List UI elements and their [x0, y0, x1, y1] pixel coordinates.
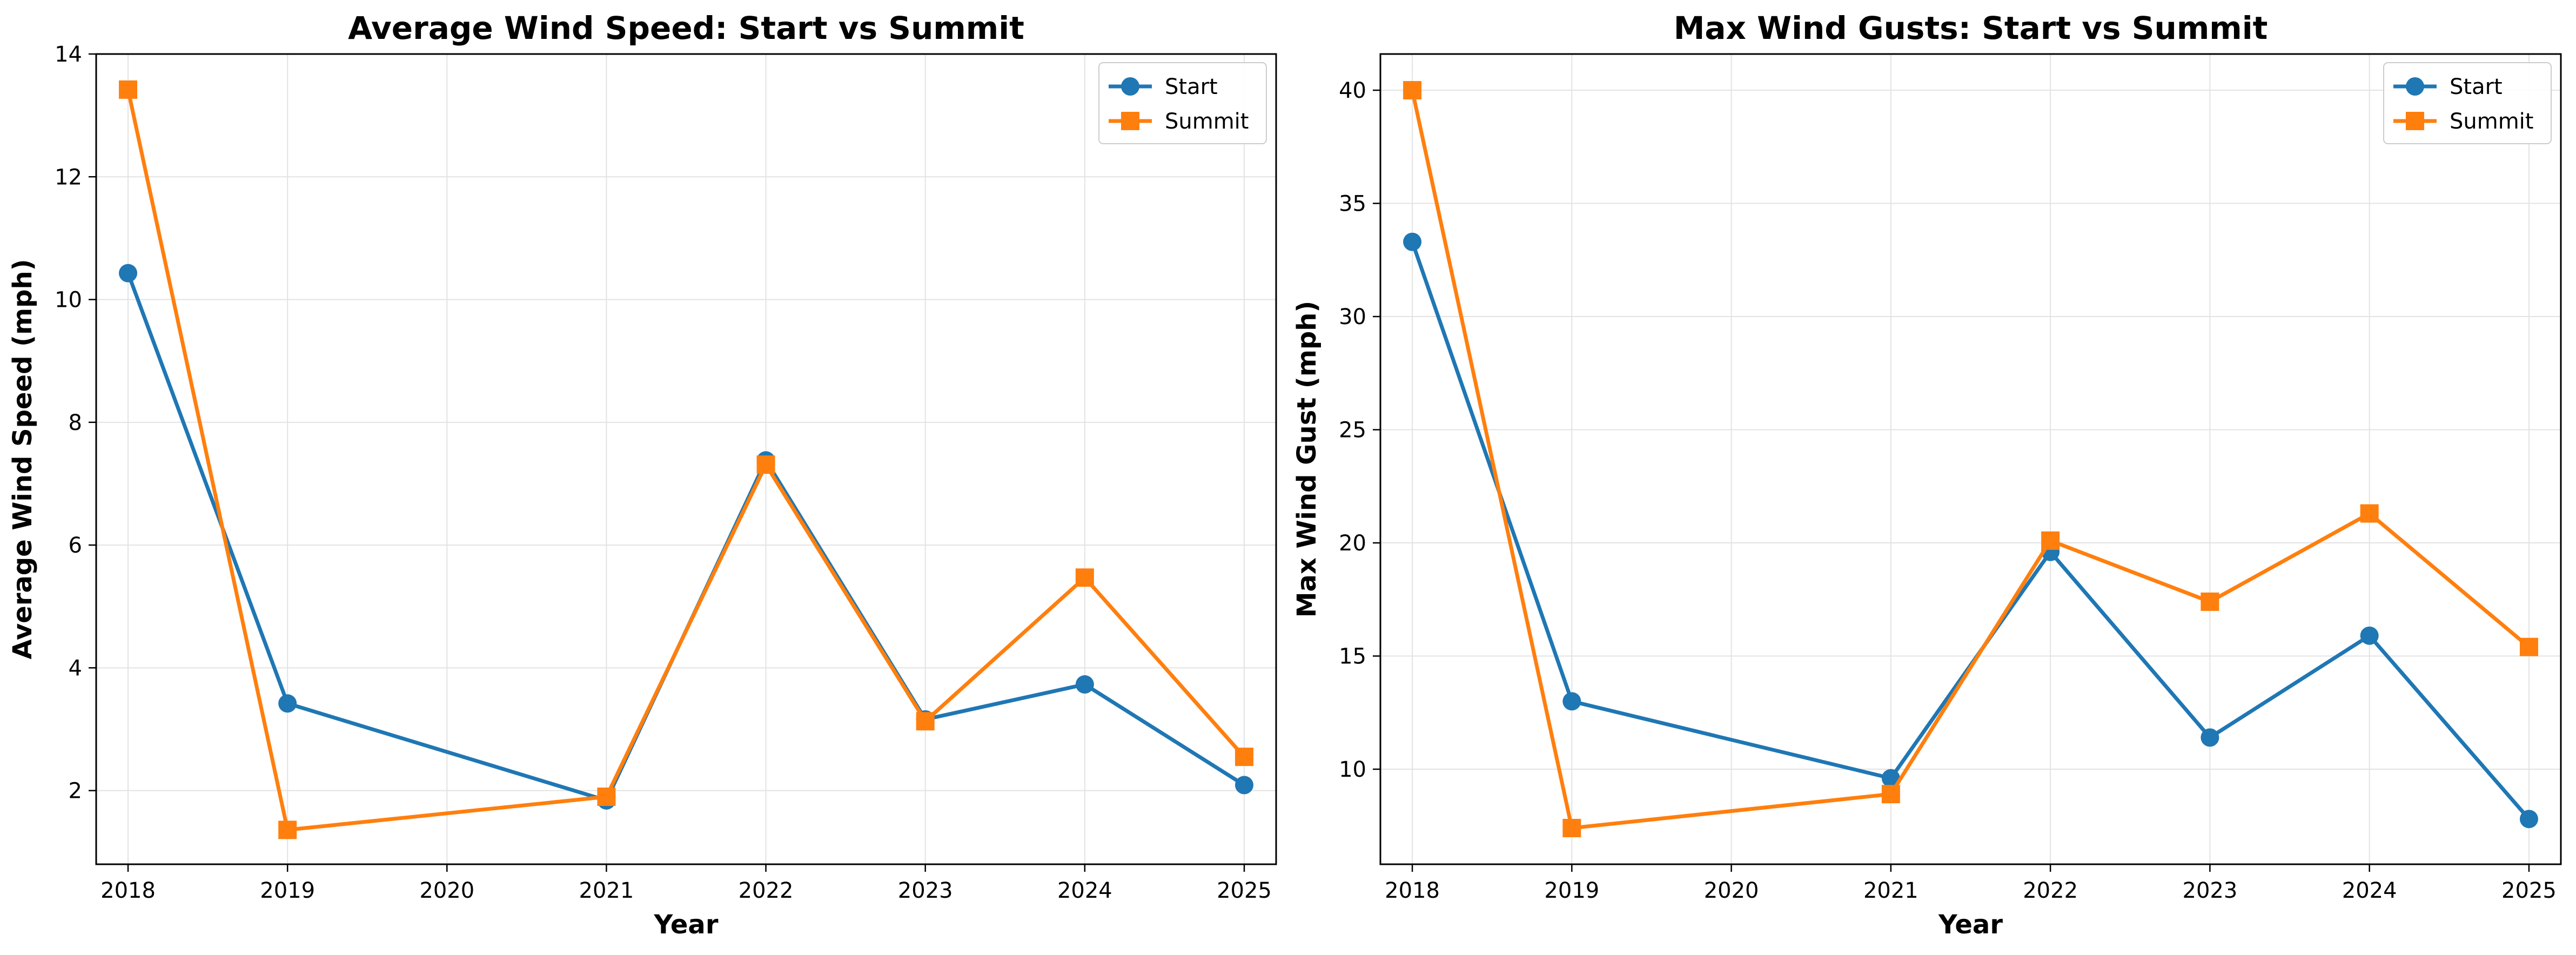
x-tick-label: 2021: [579, 878, 634, 903]
data-point: [2360, 504, 2379, 523]
data-point: [1403, 81, 1422, 100]
y-tick-label: 40: [1339, 78, 1366, 103]
y-tick-label: 20: [1339, 531, 1366, 556]
y-tick-label: 30: [1339, 305, 1366, 329]
chart-title: Max Wind Gusts: Start vs Summit: [1674, 10, 2268, 46]
y-tick-label: 4: [69, 656, 82, 681]
data-point: [2041, 531, 2060, 550]
y-tick-label: 14: [55, 42, 82, 67]
data-point: [1562, 818, 1581, 837]
data-point: [2201, 728, 2219, 747]
data-point: [1881, 769, 1900, 788]
data-point: [2519, 810, 2538, 829]
legend-marker: [1121, 112, 1139, 130]
data-point: [1881, 785, 1900, 804]
x-tick-label: 2018: [100, 878, 156, 903]
axes-frame: [95, 53, 1277, 865]
data-point: [1075, 568, 1094, 587]
y-tick-label: 2: [69, 779, 82, 804]
chart-title: Average Wind Speed: Start vs Summit: [348, 10, 1024, 46]
x-tick-label: 2022: [2023, 878, 2078, 903]
y-tick-label: 10: [1339, 757, 1366, 782]
legend-box: [2383, 62, 2552, 144]
legend-item: Summit: [2393, 109, 2533, 134]
x-tick-label: 2022: [739, 878, 794, 903]
data-point: [2360, 626, 2379, 645]
data-point: [1235, 776, 1253, 795]
legend-item: Start: [1109, 75, 1218, 99]
series-start: [1403, 232, 2538, 829]
legend-item: Summit: [1109, 109, 1249, 134]
data-point: [597, 788, 616, 806]
chart-panel-1: 2018 2019 2020 2021 2022 2023 2024 2025 2 4 6 8 10 12…: [8, 10, 1277, 940]
data-point: [278, 821, 297, 839]
series-summit: [1403, 81, 2538, 837]
x-tick-label: 2020: [1704, 878, 1759, 903]
x-tick-label: 2019: [260, 878, 315, 903]
legend-label: Summit: [1165, 109, 1249, 134]
x-tick-label: 2025: [1217, 878, 1272, 903]
data-point: [756, 455, 775, 474]
legend-marker: [1121, 77, 1139, 96]
y-tick-label: 6: [69, 533, 82, 558]
series-summit: [119, 80, 1253, 839]
legend-label: Start: [2450, 75, 2503, 99]
data-point: [1075, 675, 1094, 694]
legend: Start Summit: [1098, 62, 1267, 144]
legend-label: Summit: [2450, 109, 2533, 134]
x-tick-label: 2025: [2501, 878, 2557, 903]
x-tick-label: 2019: [1544, 878, 1599, 903]
legend: Start Summit: [2383, 62, 2552, 144]
legend-marker: [2406, 112, 2424, 130]
x-tick-label: 2024: [2342, 878, 2397, 903]
x-tick-label: 2023: [2183, 878, 2238, 903]
x-axis-label: Year: [1938, 910, 2003, 940]
y-axis-label: Average Wind Speed (mph): [8, 259, 38, 659]
legend-item: Start: [2393, 75, 2503, 99]
y-tick-label: 12: [55, 165, 82, 190]
data-point: [1403, 232, 1422, 251]
x-tick-label: 2024: [1057, 878, 1112, 903]
x-tick-label: 2020: [419, 878, 474, 903]
data-point: [119, 80, 138, 99]
data-point: [119, 264, 138, 283]
grid: [1380, 54, 2561, 864]
data-point: [1235, 748, 1253, 766]
axes-frame: [1379, 53, 2562, 865]
data-point: [1562, 692, 1581, 711]
chart-panel-2: 2018 2019 2020 2021 2022 2023 2024 202510152025…: [1292, 10, 2562, 940]
y-tick-label: 35: [1339, 192, 1366, 217]
x-tick-label: 2023: [898, 878, 953, 903]
data-point: [2201, 592, 2219, 611]
legend-label: Start: [1165, 75, 1218, 99]
data-point: [278, 694, 297, 713]
y-tick-label: 10: [55, 288, 82, 313]
y-tick-label: 8: [69, 411, 82, 435]
legend-marker: [2406, 77, 2424, 96]
y-axis-label: Max Wind Gust (mph): [1292, 301, 1322, 618]
data-point: [916, 712, 935, 731]
y-tick-label: 25: [1339, 418, 1366, 443]
x-tick-label: 2018: [1385, 878, 1440, 903]
x-axis-label: Year: [654, 910, 719, 940]
legend-box: [1098, 62, 1267, 144]
y-tick-label: 15: [1339, 644, 1366, 669]
data-point: [2519, 637, 2538, 656]
x-tick-label: 2021: [1863, 878, 1918, 903]
